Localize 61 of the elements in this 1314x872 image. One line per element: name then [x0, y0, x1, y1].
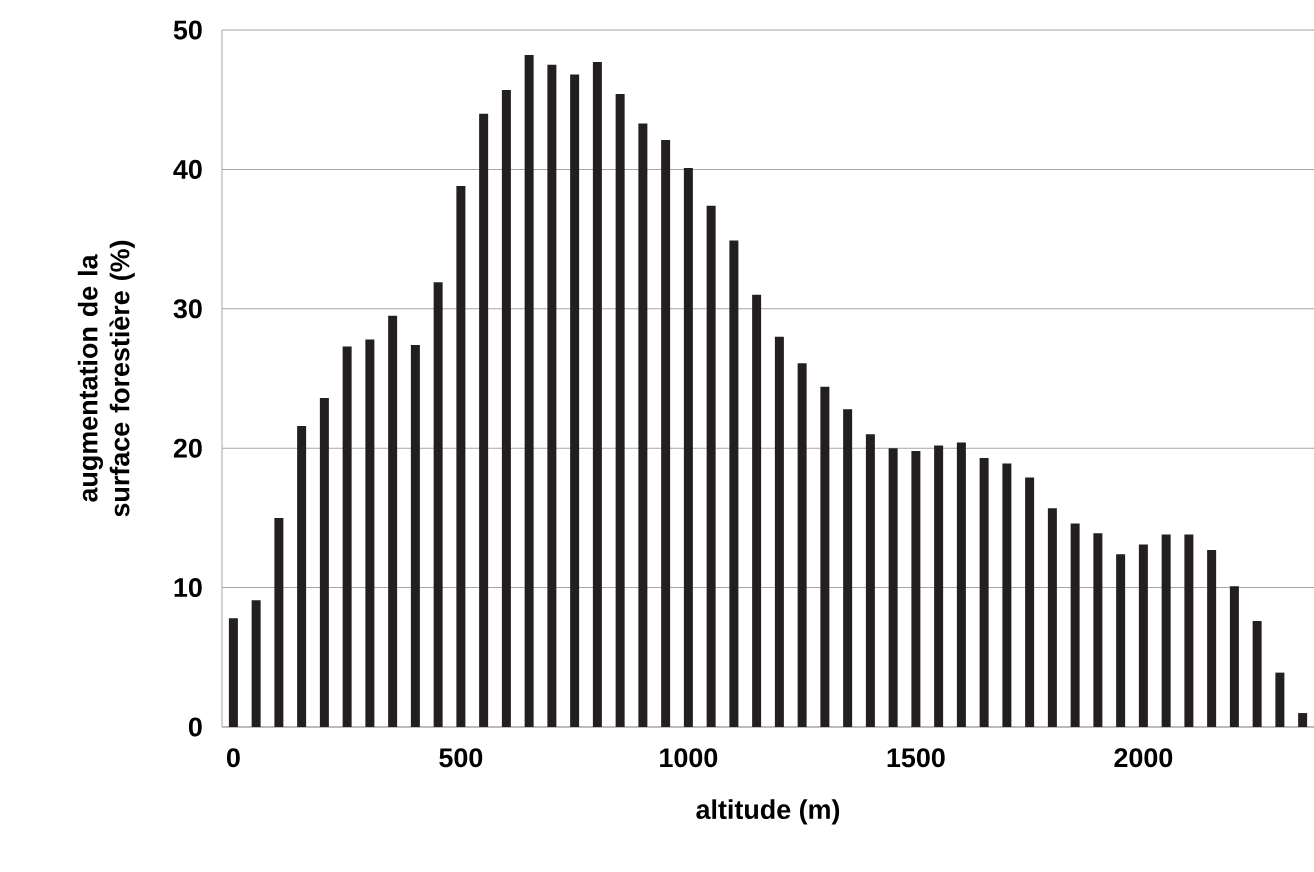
bar [729, 240, 739, 727]
bar [365, 339, 375, 727]
bar [456, 186, 466, 727]
bar [1161, 534, 1171, 727]
bar [1207, 549, 1217, 727]
bar [888, 448, 898, 727]
bar [956, 442, 966, 727]
bar [911, 450, 921, 727]
bar [1116, 554, 1126, 727]
bar [843, 409, 853, 727]
x-axis-title: altitude (m) [696, 799, 840, 825]
bar [1138, 544, 1148, 727]
bar [683, 167, 693, 727]
bar [820, 386, 830, 727]
bar [228, 618, 238, 727]
bar [1047, 508, 1057, 727]
x-tick-label: 1500 [887, 748, 945, 768]
bar [797, 363, 807, 727]
y-tick-label: 50 [173, 20, 202, 40]
y-tick-label: 30 [173, 299, 202, 319]
x-tick-label: 2000 [1114, 748, 1173, 768]
y-tick-label: 20 [173, 438, 202, 458]
bar [1093, 533, 1103, 727]
bar [524, 55, 534, 727]
bar [752, 294, 762, 727]
y-tick-label: 0 [188, 717, 202, 737]
bar [1025, 477, 1035, 727]
bar [979, 457, 989, 727]
bar [479, 113, 489, 727]
bar [251, 600, 261, 727]
bar [1229, 586, 1239, 727]
bar [774, 336, 784, 727]
bar [297, 425, 307, 727]
bar [1252, 621, 1262, 727]
bar [592, 62, 602, 727]
bar [1275, 672, 1285, 727]
bar [547, 64, 557, 727]
bar [1070, 523, 1080, 727]
bar [865, 434, 875, 727]
y-axis-title: augmentation de la surface forestière (%) [77, 240, 135, 517]
bar [1298, 713, 1308, 727]
bar [319, 398, 329, 727]
bar [615, 94, 625, 727]
bar [388, 315, 398, 727]
x-tick-label: 1000 [660, 748, 718, 768]
bar [342, 346, 352, 727]
bar [1002, 463, 1012, 727]
bar [706, 205, 716, 727]
x-tick-label: 500 [439, 748, 483, 768]
bar [570, 74, 580, 727]
bar [661, 140, 671, 727]
bar [274, 517, 284, 727]
y-tick-label: 10 [174, 578, 202, 598]
y-tick-label: 40 [173, 159, 202, 179]
bar [638, 123, 648, 727]
bar [433, 282, 443, 727]
bar [934, 445, 944, 727]
bar [1184, 534, 1194, 727]
x-tick-label: 0 [226, 748, 240, 768]
bar [501, 89, 511, 727]
bar [410, 345, 420, 727]
